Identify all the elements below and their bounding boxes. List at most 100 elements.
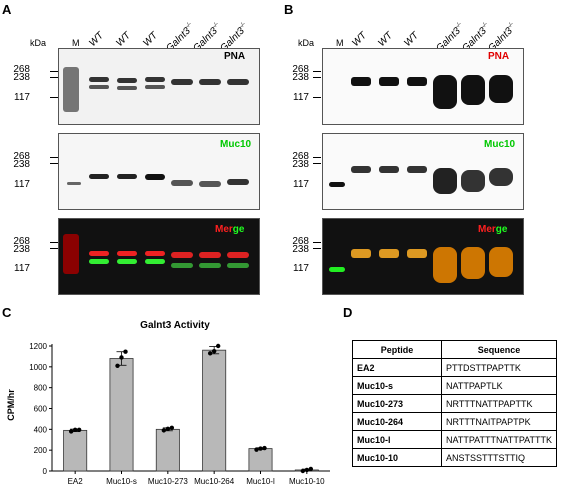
peptide-name: Muc10-273: [352, 394, 442, 413]
blot-a-muc10: [58, 133, 260, 210]
lane-label: WT: [87, 30, 106, 49]
header-peptide: Peptide: [352, 340, 442, 359]
data-point: [76, 427, 82, 433]
mw-238: 238: [13, 159, 30, 170]
mw-238: 238: [13, 244, 30, 255]
table-row: Muc10-264 NRTTTNAITPAPTPK: [352, 412, 557, 431]
x-tick-label: Muc10-273: [148, 477, 189, 486]
peptide-sequence: NATTPAPTLK: [441, 376, 557, 395]
x-tick-label: Muc10-s: [106, 477, 137, 486]
bar: [248, 448, 273, 472]
table-row: Muc10-s NATTPAPTLK: [352, 376, 557, 395]
bar: [155, 428, 180, 472]
peptide-name: EA2: [352, 358, 442, 377]
lane-label: WT: [141, 30, 160, 49]
mw-238: 238: [292, 159, 309, 170]
peptide-sequence: PTTDSTTPAPTTK: [441, 358, 557, 377]
lane-label: WT: [350, 30, 369, 49]
panel-label-b: B: [284, 2, 294, 17]
data-point: [304, 467, 310, 473]
x-tick-label: Muc10-l: [246, 477, 275, 486]
data-point: [115, 363, 120, 368]
y-axis-label: CPM/hr: [6, 389, 16, 421]
table-row: Muc10-273 NRTTTNATTPAPTTK: [352, 394, 557, 413]
data-point: [119, 355, 124, 360]
data-point: [207, 351, 213, 356]
bar: [109, 358, 134, 472]
y-tick-label: 600: [34, 405, 48, 414]
peptide-sequence: NATTPATTTNATTPATTTK: [441, 430, 557, 449]
y-tick-label: 0: [43, 467, 48, 476]
mw-117: 117: [293, 179, 309, 190]
table-row: EA2 PTTDSTTPAPTTK: [352, 358, 557, 377]
bar: [63, 429, 88, 472]
data-point: [258, 446, 263, 451]
mw-117: 117: [293, 263, 309, 274]
mw-268: 268: [13, 64, 30, 75]
data-point: [300, 468, 306, 474]
blot-a-pna: [58, 48, 260, 125]
data-point: [262, 445, 267, 451]
tag-pna-b: PNA: [488, 51, 510, 62]
tag-merge-a: Merge: [215, 224, 245, 235]
mw-238: 238: [13, 72, 30, 83]
mw-238: 238: [292, 244, 309, 255]
blot-b-merge: [322, 218, 524, 295]
mw-117: 117: [293, 92, 309, 103]
peptide-sequence: NRTTTNAITPAPTPK: [441, 412, 557, 431]
mw-268: 268: [13, 236, 30, 247]
peptide-name: Muc10-s: [352, 376, 442, 395]
blot-b-pna: [322, 48, 524, 125]
mw-268: 268: [292, 236, 309, 247]
peptide-name: Muc10-10: [352, 448, 442, 467]
mw-117: 117: [14, 263, 30, 274]
peptide-name: Muc10-264: [352, 412, 442, 431]
peptide-sequence: ANSTSSTTTSTTIQ: [441, 448, 557, 467]
tag-pna-a: PNA: [224, 51, 246, 62]
table-header-row: Peptide Sequence: [352, 340, 557, 359]
mw-117: 117: [14, 92, 30, 103]
data-point: [165, 426, 171, 432]
table-row: Muc10-10 ANSTSSTTTSTTIQ: [352, 448, 557, 467]
header-sequence: Sequence: [441, 340, 557, 359]
bar-chart: Galnt3 Activity CPM/hr 0 200 400 600 800 1000…: [6, 320, 330, 486]
bar: [202, 349, 227, 472]
table-row: Muc10-l NATTPATTTNATTPATTTK: [352, 430, 557, 449]
mw-268: 268: [292, 64, 309, 75]
data-point: [72, 427, 78, 433]
data-point: [68, 429, 74, 434]
x-tick-label: EA2: [68, 477, 84, 486]
mw-268: 268: [13, 151, 30, 162]
data-point: [169, 425, 175, 430]
mw-238: 238: [292, 72, 309, 83]
peptide-sequence: NRTTTNATTPAPTTK: [441, 394, 557, 413]
data-point: [215, 343, 221, 349]
y-tick-label: 400: [34, 425, 48, 434]
panel-label-d: D: [343, 305, 353, 320]
x-tick-label: Muc10-10: [289, 477, 325, 486]
marker-label-b: M: [336, 38, 344, 48]
lane-label: WT: [376, 30, 395, 49]
mw-268: 268: [292, 151, 309, 162]
data-point: [123, 349, 128, 354]
peptide-name: Muc10-l: [352, 430, 442, 449]
data-point: [254, 447, 259, 452]
mw-117: 117: [14, 179, 30, 190]
data-point: [211, 349, 217, 354]
kda-label-a: kDa: [30, 38, 47, 48]
panel-label-a: A: [2, 2, 12, 17]
blot-a-merge: [58, 218, 260, 295]
kda-label-b: kDa: [298, 38, 315, 48]
marker-label-a: M: [72, 38, 80, 48]
peptide-table: Peptide Sequence EA2 PTTDSTTPAPTTK Muc10-…: [352, 340, 557, 467]
data-point: [308, 466, 314, 472]
x-tick-label: Muc10-264: [194, 477, 235, 486]
lane-label: WT: [402, 30, 421, 49]
tag-merge-b: Merge: [478, 224, 508, 235]
lane-label: WT: [114, 30, 133, 49]
data-point: [161, 428, 167, 433]
tag-muc10-b: Muc10: [484, 139, 516, 150]
y-tick-label: 200: [34, 446, 48, 455]
chart-title: Galnt3 Activity: [140, 320, 210, 331]
y-tick-label: 800: [34, 384, 48, 393]
